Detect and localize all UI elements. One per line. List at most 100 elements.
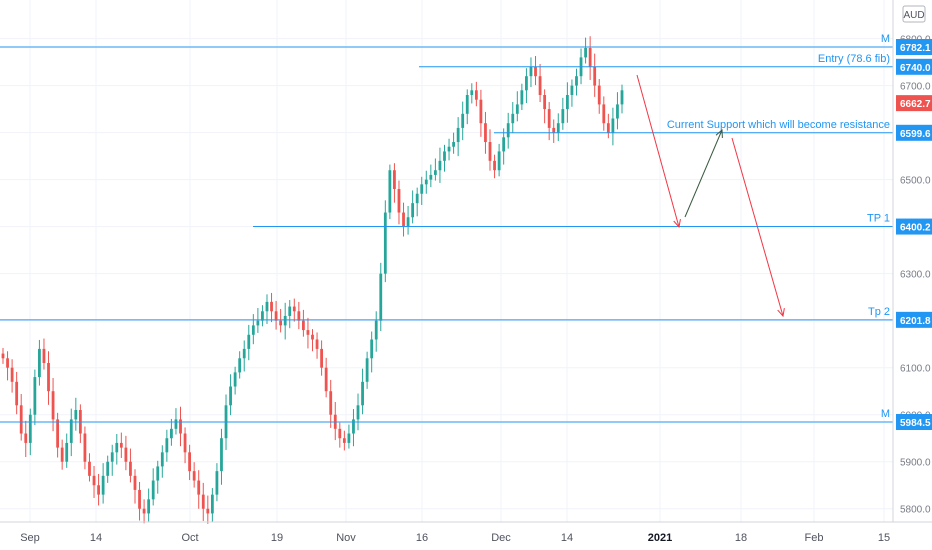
price-tag-value: 5984.5 (900, 418, 931, 429)
price-tag-bg (896, 58, 932, 75)
x-tick-label: Feb (805, 532, 824, 544)
candle-down (329, 379, 333, 428)
candle-body (69, 419, 73, 443)
price-tag-value: 6782.1 (900, 43, 931, 54)
candle-down (547, 102, 551, 141)
price-tag-bg (896, 311, 932, 328)
price-tag-bg (896, 414, 932, 430)
candle-down (338, 422, 342, 448)
candle-body (101, 475, 105, 495)
candle-down (606, 113, 610, 139)
candle-up (69, 408, 73, 457)
candle-body (525, 76, 528, 91)
candle-body (488, 142, 492, 161)
candle-up (288, 299, 292, 329)
price-tag-value: 6201.8 (900, 316, 931, 327)
time-axis[interactable]: Sep 14 Oct 19 Nov 16 Dec 14 2021 18 Feb 15 (20, 532, 890, 544)
candle-body (402, 212, 405, 227)
candle-body (465, 95, 469, 114)
candle-up (575, 68, 578, 96)
candle-body (170, 428, 173, 439)
candle-up (238, 351, 242, 379)
x-tick-label: 15 (878, 532, 890, 544)
candle-body (133, 475, 137, 490)
candle-body (138, 489, 141, 509)
candle-up (283, 302, 287, 340)
candle-up (28, 408, 32, 456)
candle-body (1, 353, 5, 359)
arrow-head (715, 128, 723, 139)
candle-body (92, 475, 96, 486)
candle-body (115, 442, 119, 453)
candle-down (597, 79, 601, 114)
candle-body (593, 66, 597, 86)
x-tick-label: Sep (20, 532, 40, 544)
candle-body (24, 433, 28, 443)
candle-down (324, 357, 328, 398)
candle-down (402, 202, 405, 237)
currency-button[interactable]: AUD (902, 5, 926, 23)
candle-down (183, 427, 187, 464)
x-tick-label: Oct (181, 532, 198, 544)
candle-down (119, 432, 123, 458)
candle-body (283, 315, 287, 326)
level-price-tag: 6201.8 (896, 311, 932, 328)
candle-body (19, 405, 23, 434)
candle-body (124, 447, 128, 462)
candle-up (374, 311, 378, 352)
candle-body (347, 433, 351, 443)
candle-up (361, 368, 364, 415)
candle-up (265, 294, 269, 324)
candle-up (529, 57, 533, 88)
candle-body (147, 499, 151, 514)
candle-up (497, 143, 501, 177)
candle-down (88, 453, 91, 482)
candle-body (493, 160, 496, 171)
candle-up (110, 444, 114, 476)
candle-body (570, 85, 574, 96)
candle-up (365, 351, 369, 389)
candle-body (165, 438, 169, 453)
x-tick-label: 16 (416, 532, 428, 544)
candle-down (138, 481, 141, 521)
candle-up (456, 117, 460, 157)
candle-down (133, 469, 137, 504)
candle-down (397, 180, 401, 225)
candle-body (233, 372, 237, 387)
candle-up (160, 445, 164, 478)
projection-arrows (636, 74, 785, 318)
candle-body (220, 438, 223, 472)
candle-body (238, 358, 242, 373)
y-tick-label: 6500.0 (900, 176, 931, 187)
candle-body (197, 480, 201, 495)
candle-body (456, 127, 460, 143)
candle-down (188, 444, 192, 481)
level-label: M (881, 33, 890, 45)
arrow-head (673, 219, 681, 229)
candle-body (520, 90, 524, 105)
candle-down (602, 96, 606, 131)
level-label: Current Support which will become resist… (667, 119, 890, 131)
candle-down (393, 163, 396, 203)
level-price-tag: 5984.5 (896, 414, 932, 430)
candle-body (383, 212, 387, 274)
candle-down (56, 412, 60, 458)
candle-body (247, 334, 251, 349)
candles (1, 36, 624, 524)
candle-up (515, 91, 519, 122)
candle-up (210, 488, 214, 522)
candle-body (15, 381, 19, 406)
candle-body (597, 85, 601, 105)
candle-body (543, 95, 547, 110)
level-price-tag: 6400.2 (896, 218, 932, 235)
candle-body (556, 123, 560, 133)
x-tick-label: 2021 (648, 532, 672, 544)
candle-up (74, 397, 78, 431)
candle-down (484, 111, 487, 154)
level-price-tag: 6740.0 (896, 58, 932, 75)
candle-body (28, 414, 32, 443)
candle-body (261, 311, 264, 321)
candle-up (247, 324, 251, 361)
candle-up (147, 488, 151, 522)
